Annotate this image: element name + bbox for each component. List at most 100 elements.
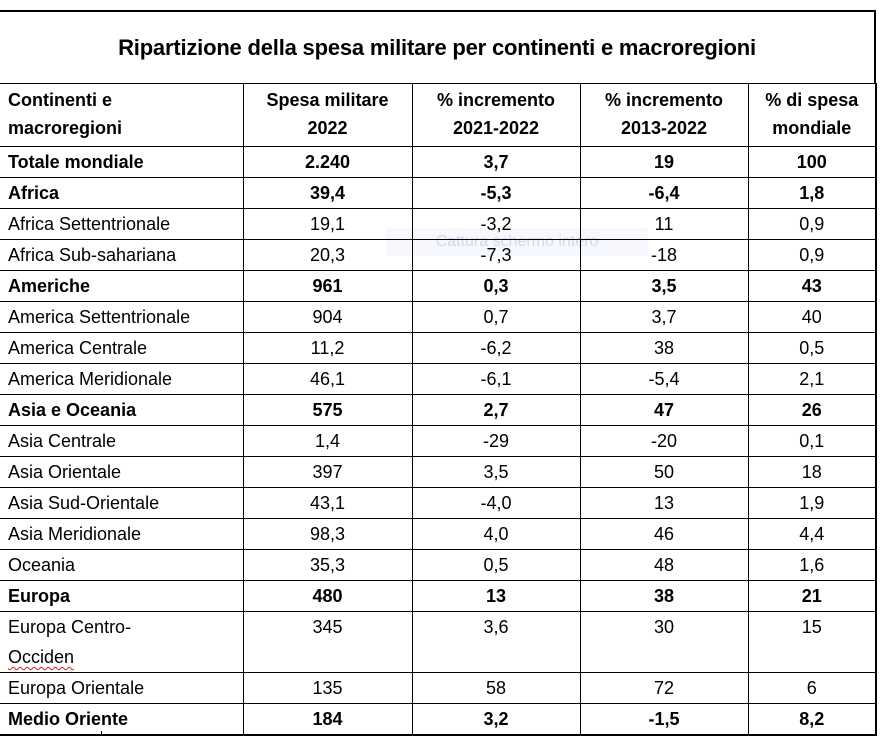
increase-2021-2022-cell: 0,3	[411, 270, 581, 302]
region-cell: America Centrale	[0, 332, 244, 364]
world-share-cell: 0,1	[747, 425, 877, 457]
region-cell: America Settentrionale	[0, 301, 244, 333]
increase-2013-2022-cell: 13	[579, 487, 749, 519]
table-row: Asia Orientale 397 3,5 50 18	[0, 456, 877, 488]
world-share-cell: 8,2	[747, 703, 877, 736]
world-share-cell: 2,1	[747, 363, 877, 395]
increase-2021-2022-cell: -6,1	[411, 363, 581, 395]
region-cell: Totale mondiale	[0, 146, 244, 178]
increase-2013-2022-cell: 48	[579, 549, 749, 581]
increase-2013-2022-cell: 46	[579, 518, 749, 550]
region-cell: America Meridionale	[0, 363, 244, 395]
spending-cell: 11,2	[242, 332, 413, 364]
table-row: America Meridionale 46,1 -6,1 -5,4 2,1	[0, 363, 877, 395]
military-spending-table: Continenti e macroregioni Spesa militare 2…	[0, 83, 877, 736]
world-share-cell: 4,4	[747, 518, 877, 550]
spending-cell: 575	[242, 394, 413, 426]
world-share-cell: 40	[747, 301, 877, 333]
region-cell: Asia Orientale	[0, 456, 244, 488]
region-cell: Asia Sud-Orientale	[0, 487, 244, 519]
region-cell: Africa Settentrionale	[0, 208, 244, 240]
increase-2021-2022-cell: 3,2	[411, 703, 581, 736]
world-share-cell: 15	[747, 611, 877, 673]
increase-2013-2022-cell: -18	[579, 239, 749, 271]
spending-cell: 19,1	[242, 208, 413, 240]
increase-2021-2022-cell: -6,2	[411, 332, 581, 364]
increase-2021-2022-cell: -7,3	[411, 239, 581, 271]
spending-cell: 98,3	[242, 518, 413, 550]
increase-2013-2022-cell: 3,7	[579, 301, 749, 333]
world-share-cell: 0,9	[747, 239, 877, 271]
increase-2013-2022-cell: 47	[579, 394, 749, 426]
region-cell: Asia Centrale	[0, 425, 244, 457]
table-row: Europa 480 13 38 21	[0, 580, 877, 612]
spending-cell: 345	[242, 611, 413, 673]
increase-2013-2022-cell: 11	[579, 208, 749, 240]
increase-2021-2022-cell: -5,3	[411, 177, 581, 209]
increase-2013-2022-cell: 19	[579, 146, 749, 178]
increase-2021-2022-cell: -4,0	[411, 487, 581, 519]
region-cell: Asia Meridionale	[0, 518, 244, 550]
world-share-cell: 1,9	[747, 487, 877, 519]
column-header-spending-2022: Spesa militare 2022	[242, 83, 413, 147]
table-row: Oceania 35,3 0,5 48 1,6	[0, 549, 877, 581]
increase-2013-2022-cell: -5,4	[579, 363, 749, 395]
spending-cell: 39,4	[242, 177, 413, 209]
increase-2013-2022-cell: 72	[579, 672, 749, 704]
column-header-region: Continenti e macroregioni	[0, 83, 244, 147]
table-row: Africa Settentrionale 19,1 -3,2 11 0,9	[0, 208, 877, 240]
table-row: America Centrale 11,2 -6,2 38 0,5	[0, 332, 877, 364]
increase-2021-2022-cell: 0,5	[411, 549, 581, 581]
world-share-cell: 0,5	[747, 332, 877, 364]
increase-2021-2022-cell: 0,7	[411, 301, 581, 333]
world-share-cell: 6	[747, 672, 877, 704]
increase-2021-2022-cell: 2,7	[411, 394, 581, 426]
spending-cell: 20,3	[242, 239, 413, 271]
spending-cell: 480	[242, 580, 413, 612]
table-row: Asia Centrale 1,4 -29 -20 0,1	[0, 425, 877, 457]
region-cell: Europa	[0, 580, 244, 612]
column-header-increase-2013-2022: % incremento 2013-2022	[579, 83, 749, 147]
region-cell: Africa Sub-sahariana	[0, 239, 244, 271]
column-header-world-share: % di spesa mondiale	[747, 83, 877, 147]
header-row: Continenti e macroregioni Spesa militare 2…	[0, 83, 877, 147]
region-cell: Asia e Oceania	[0, 394, 244, 426]
region-cell: Africa	[0, 177, 244, 209]
table-row: America Settentrionale 904 0,7 3,7 40	[0, 301, 877, 333]
region-cell: Americhe	[0, 270, 244, 302]
table-row: Medio Oriente 184 3,2 -1,5 8,2	[0, 703, 877, 736]
world-share-cell: 100	[747, 146, 877, 178]
table-row: Totale mondiale 2.240 3,7 19 100	[0, 146, 877, 178]
table-row: Americhe 961 0,3 3,5 43	[0, 270, 877, 302]
world-share-cell: 21	[747, 580, 877, 612]
table-row: Asia Sud-Orientale 43,1 -4,0 13 1,9	[0, 487, 877, 519]
spending-cell: 904	[242, 301, 413, 333]
region-cell: Europa Orientale	[0, 672, 244, 704]
region-cell: Oceania	[0, 549, 244, 581]
increase-2021-2022-cell: 3,6	[411, 611, 581, 673]
increase-2013-2022-cell: 38	[579, 580, 749, 612]
spending-cell: 35,3	[242, 549, 413, 581]
increase-2021-2022-cell: 58	[411, 672, 581, 704]
table-row: Asia Meridionale 98,3 4,0 46 4,4	[0, 518, 877, 550]
increase-2013-2022-cell: 30	[579, 611, 749, 673]
increase-2021-2022-cell: -29	[411, 425, 581, 457]
table-row: Africa 39,4 -5,3 -6,4 1,8	[0, 177, 877, 209]
world-share-cell: 18	[747, 456, 877, 488]
table-title: Ripartizione della spesa militare per co…	[0, 10, 876, 83]
region-cell: Europa Centro- Occiden	[0, 611, 244, 673]
increase-2013-2022-cell: -1,5	[579, 703, 749, 736]
spending-cell: 46,1	[242, 363, 413, 395]
region-cell: Medio Oriente	[0, 703, 244, 736]
world-share-cell: 0,9	[747, 208, 877, 240]
increase-2013-2022-cell: -6,4	[579, 177, 749, 209]
table-border-stub	[101, 731, 102, 734]
table-row: Europa Centro- Occiden 345 3,6 30 15	[0, 611, 877, 673]
world-share-cell: 26	[747, 394, 877, 426]
table-row: Africa Sub-sahariana 20,3 -7,3 -18 0,9	[0, 239, 877, 271]
increase-2021-2022-cell: 3,5	[411, 456, 581, 488]
table-row: Europa Orientale 135 58 72 6	[0, 672, 877, 704]
table-row: Asia e Oceania 575 2,7 47 26	[0, 394, 877, 426]
spending-cell: 1,4	[242, 425, 413, 457]
column-header-increase-2021-2022: % incremento 2021-2022	[411, 83, 581, 147]
